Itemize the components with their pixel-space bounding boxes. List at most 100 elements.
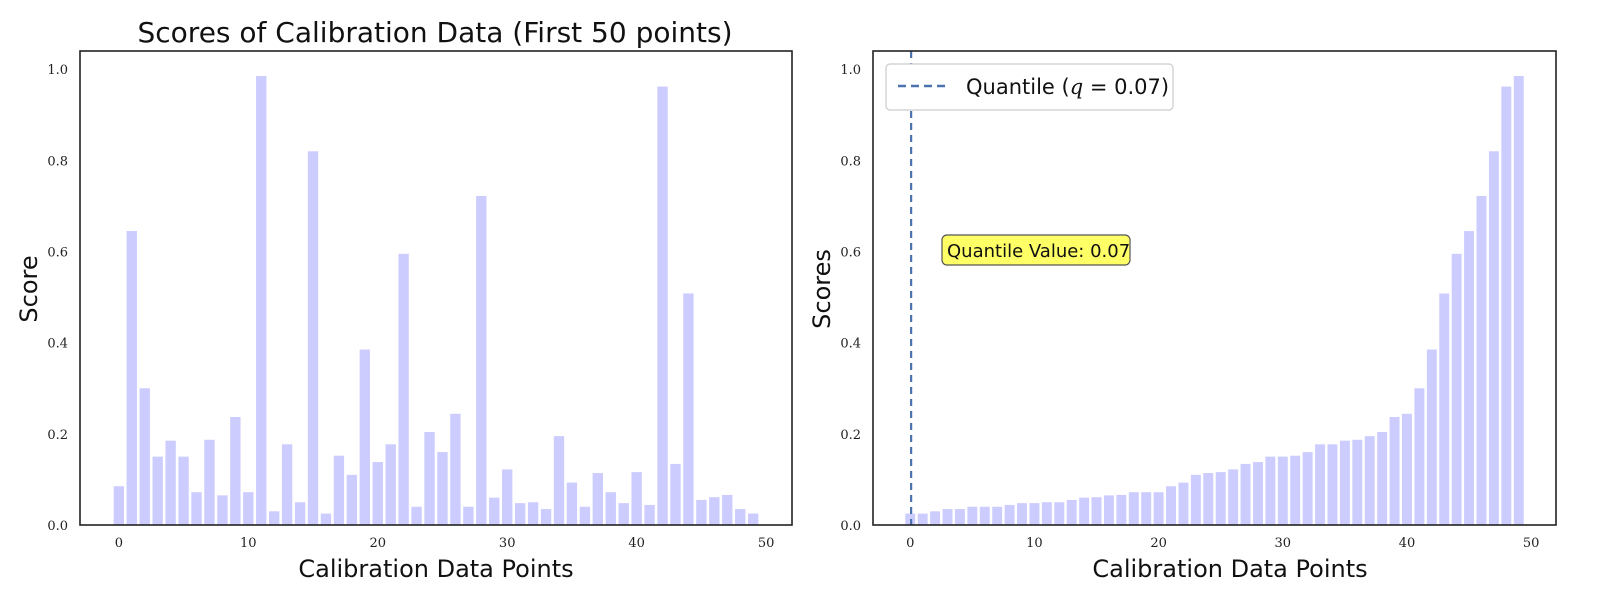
x-tick-label: 40 — [628, 536, 645, 551]
bar — [1128, 492, 1139, 525]
bar — [579, 506, 591, 525]
bar — [139, 388, 150, 525]
bar — [1153, 492, 1164, 525]
bar — [1302, 452, 1313, 525]
y-tick-label: 0.4 — [840, 337, 861, 352]
bar — [463, 506, 474, 525]
x-tick-label: 0 — [115, 536, 123, 551]
bar — [657, 86, 668, 526]
bar — [1178, 482, 1189, 525]
y-tick-label: 0.2 — [47, 428, 68, 443]
bar — [1041, 502, 1052, 525]
bar — [930, 511, 941, 525]
y-axis-label: Score — [15, 255, 43, 322]
bar — [1451, 253, 1462, 525]
bar — [1364, 436, 1375, 525]
bar — [1166, 486, 1177, 525]
bar — [1141, 492, 1152, 525]
bar — [1004, 504, 1015, 525]
bar — [476, 195, 487, 525]
bar — [217, 495, 228, 525]
x-tick-label: 50 — [1523, 536, 1540, 551]
legend: Quantile (q = 0.07) — [885, 63, 1174, 111]
annotation-box — [941, 234, 1131, 266]
bar — [722, 494, 733, 525]
bar — [1203, 473, 1214, 525]
bar — [917, 513, 928, 525]
annotation-text: Quantile Value: 0.07 — [947, 241, 1130, 262]
bar — [1327, 444, 1338, 525]
chart-title: Scores of Calibration Data (First 50 poi… — [138, 16, 733, 49]
bar — [1066, 499, 1077, 525]
bar — [385, 444, 396, 525]
bar — [191, 492, 202, 525]
bar — [269, 511, 280, 525]
legend-box — [885, 63, 1174, 111]
bar — [605, 492, 616, 525]
y-tick-label: 0.2 — [840, 428, 861, 443]
y-ticks: 0.0 0.2 0.4 0.6 0.8 1.0 — [840, 63, 861, 534]
y-axis-label: Scores — [808, 249, 836, 329]
bar — [683, 293, 694, 525]
y-tick-label: 0.0 — [47, 519, 68, 534]
x-ticks: 0 10 20 30 40 50 — [906, 536, 1539, 551]
bar — [333, 455, 345, 525]
y-tick-label: 0.4 — [47, 337, 68, 352]
bar — [1488, 151, 1499, 525]
y-tick-label: 1.0 — [840, 63, 861, 78]
x-tick-label: 40 — [1399, 536, 1416, 551]
bar — [1426, 349, 1437, 525]
bar — [540, 509, 552, 525]
bar — [294, 502, 306, 525]
bar — [1079, 497, 1090, 525]
bar — [670, 463, 681, 525]
bar — [398, 253, 409, 525]
bar — [1029, 503, 1040, 525]
bar — [359, 349, 370, 525]
x-axis-label: Calibration Data Points — [298, 555, 573, 583]
bar — [1377, 432, 1388, 525]
bar — [1315, 444, 1326, 525]
left-chart: Scores of Calibration Data (First 50 poi… — [15, 16, 793, 583]
x-tick-label: 20 — [369, 536, 386, 551]
bar — [372, 462, 383, 525]
bar — [527, 502, 539, 525]
bar — [450, 413, 461, 525]
bar — [126, 231, 137, 525]
bar — [411, 506, 422, 525]
bar — [243, 492, 254, 525]
bar — [1352, 439, 1363, 525]
bar — [1017, 503, 1027, 525]
bar — [1414, 388, 1425, 525]
bar — [967, 506, 978, 525]
y-tick-label: 0.8 — [840, 154, 861, 169]
bar — [256, 76, 267, 525]
bar — [346, 474, 358, 525]
x-tick-label: 30 — [499, 536, 516, 551]
bar — [1290, 455, 1301, 525]
bar — [281, 444, 293, 525]
bar — [1476, 195, 1487, 525]
bar — [1464, 231, 1475, 525]
bar — [735, 509, 746, 525]
bar — [1190, 474, 1201, 525]
bar — [747, 513, 759, 525]
plot-frame — [79, 50, 793, 526]
bar — [992, 506, 1003, 525]
bar — [1439, 293, 1450, 525]
bar — [1240, 463, 1251, 525]
bar — [514, 503, 526, 525]
legend-label: Quantile (q = 0.07) — [966, 75, 1169, 99]
bar — [618, 503, 629, 525]
bar — [1054, 502, 1065, 525]
bar — [1228, 469, 1239, 525]
bar — [1215, 472, 1226, 525]
bar — [1389, 416, 1400, 525]
bar — [489, 497, 500, 525]
bar — [566, 482, 578, 525]
bar — [424, 432, 435, 525]
bar — [1116, 494, 1127, 525]
bar — [1091, 497, 1102, 525]
x-tick-label: 20 — [1150, 536, 1167, 551]
